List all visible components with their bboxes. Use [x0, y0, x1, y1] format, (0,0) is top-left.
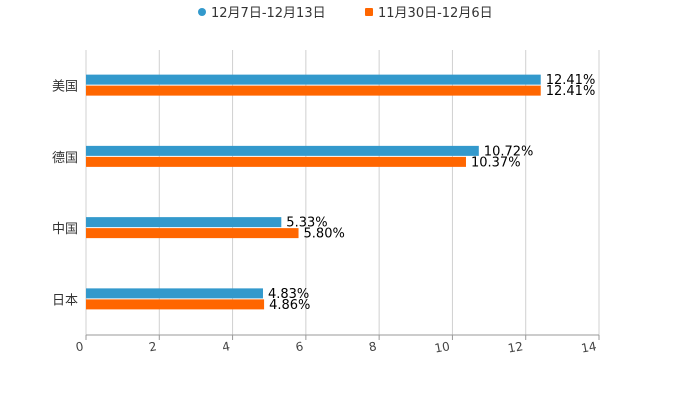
bar: [86, 217, 282, 228]
x-tick-label: 0: [75, 339, 85, 354]
legend-label: 11月30日-12月6日: [378, 6, 493, 21]
data-label: 12.41%: [546, 73, 596, 88]
y-category-label: 美国: [52, 80, 78, 95]
x-tick-label: 4: [221, 339, 231, 354]
x-tick-label: 14: [580, 339, 597, 355]
data-label: 10.37%: [471, 155, 521, 170]
bars: 12.41%12.41% 10.72%10.37% 5.33%5.80% 4.83%4…: [86, 73, 595, 313]
bar: [86, 156, 466, 167]
gridlines: [85, 50, 600, 335]
legend-marker: [198, 8, 206, 16]
legend-marker: [365, 8, 373, 16]
x-tick-label: 8: [368, 339, 378, 354]
y-category-label: 德国: [52, 151, 78, 166]
bar: [86, 228, 299, 239]
data-label: 4.83%: [268, 287, 309, 302]
data-label: 4.86%: [269, 298, 310, 313]
x-tick-label: 10: [433, 339, 450, 355]
data-label: 5.80%: [304, 227, 345, 242]
x-axis: 0 2 4 6 8 10 12 14: [75, 334, 600, 356]
bar: [86, 85, 541, 96]
bar: [86, 288, 263, 299]
x-tick-label: 6: [294, 339, 304, 354]
x-tick-label: 2: [148, 339, 158, 354]
y-category-label: 中国: [52, 222, 78, 237]
data-label: 12.41%: [546, 84, 596, 99]
bar: [86, 145, 479, 156]
legend-label: 12月7日-12月13日: [211, 6, 326, 21]
y-category-label: 日本: [52, 293, 78, 308]
bar: [86, 74, 541, 85]
data-label: 10.72%: [484, 144, 534, 159]
bar: [86, 299, 265, 310]
x-tick-label: 12: [507, 339, 524, 355]
legend: 12月7日-12月13日 11月30日-12月6日: [198, 6, 493, 21]
data-label: 5.33%: [286, 216, 327, 231]
